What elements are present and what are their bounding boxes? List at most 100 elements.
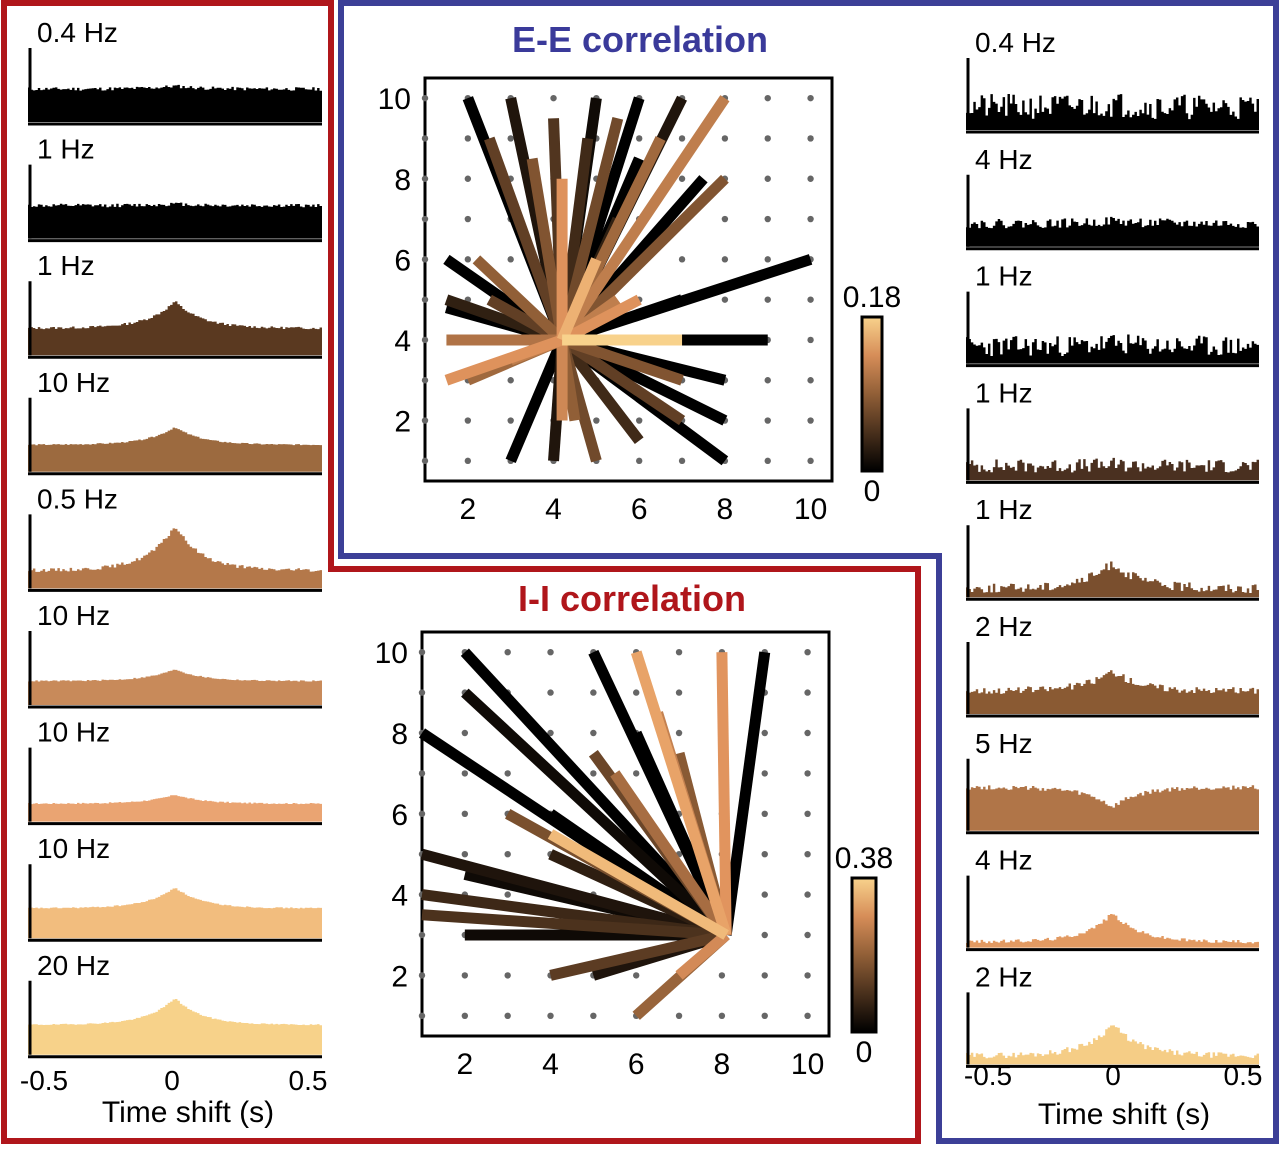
ii-grid-dot xyxy=(418,770,426,777)
ii-ytick-label: 8 xyxy=(391,718,408,751)
ee-ytick-label: 2 xyxy=(394,406,411,439)
ee-ytick-label: 6 xyxy=(394,244,411,277)
ee-colorbar-min-label: 0 xyxy=(864,475,881,508)
ii-grid-dot xyxy=(418,931,426,939)
right-xtick-pos: 0.5 xyxy=(1224,1060,1263,1091)
ee-xtick-label: 2 xyxy=(459,493,476,526)
inhibitory-frame xyxy=(1,0,921,1144)
ee-grid-dot xyxy=(421,296,429,303)
left-histogram-rate-label: 1 Hz xyxy=(37,250,95,281)
ii-grid-dot xyxy=(461,851,469,858)
ii-grid-dot xyxy=(418,649,426,656)
ii-grid-dot xyxy=(547,1012,554,1019)
ee-grid-dot xyxy=(678,175,686,182)
ii-edge xyxy=(461,688,730,940)
ii-grid-dot xyxy=(761,770,768,777)
ee-correlation-title: E-E correlation xyxy=(512,19,768,60)
ee-grid-dot xyxy=(807,336,814,344)
left-histogram-6 xyxy=(28,669,322,705)
ii-edge xyxy=(630,650,732,937)
ee-edge xyxy=(472,255,566,344)
ii-colorbar-min-label: 0 xyxy=(856,1036,873,1069)
ii-grid-dot xyxy=(590,1012,597,1019)
ii-grid-dot xyxy=(504,1012,511,1019)
ii-grid-dot xyxy=(761,931,768,939)
ee-grid-dot xyxy=(807,135,814,142)
ii-grid-dot xyxy=(633,972,640,979)
right-histogram-4 xyxy=(966,457,1259,481)
ee-grid-dot xyxy=(593,417,600,424)
ee-grid-dot xyxy=(507,417,514,424)
ee-grid-dot xyxy=(421,457,429,465)
ee-grid-dot xyxy=(421,417,429,424)
ee-edge xyxy=(505,337,568,464)
ee-grid-dot xyxy=(764,377,771,384)
ee-grid-dot xyxy=(678,135,686,142)
excitatory-frame xyxy=(338,0,1279,1144)
ii-edge xyxy=(549,929,728,981)
ee-grid-dot xyxy=(421,377,429,384)
ii-ytick-label: 2 xyxy=(391,960,408,993)
ii-xtick-label: 2 xyxy=(456,1048,473,1081)
right-histogram-1 xyxy=(966,94,1259,130)
ii-xtick-label: 6 xyxy=(628,1048,645,1081)
left-histogram-rate-label: 1 Hz xyxy=(37,134,95,165)
left-histogram-2 xyxy=(28,202,322,239)
ii-grid-dot xyxy=(675,689,683,696)
ii-ytick-label: 4 xyxy=(391,880,408,913)
ee-edge xyxy=(558,174,729,344)
ee-grid-dot xyxy=(464,175,472,182)
ii-grid-dot xyxy=(504,649,511,656)
ii-grid-dot xyxy=(461,1012,469,1019)
ii-edge xyxy=(716,652,732,936)
ee-grid-dot xyxy=(764,296,771,303)
ee-grid-dot xyxy=(721,256,729,263)
right-histogram-9 xyxy=(966,1025,1259,1065)
ii-grid-dot xyxy=(461,972,469,979)
right-histogram-6 xyxy=(966,670,1259,714)
ii-grid-dot xyxy=(590,770,597,777)
ee-grid-dot xyxy=(507,377,514,384)
ee-grid-dot xyxy=(764,215,771,223)
ee-network-plot: 2 4 6 8 10 2 4 6 8 10 0.18 0 xyxy=(378,76,901,526)
ee-edge xyxy=(556,116,624,342)
ee-grid-dot xyxy=(464,215,472,223)
ii-grid-dot xyxy=(418,972,426,979)
ee-grid-dot xyxy=(421,94,429,102)
ee-grid-dot xyxy=(807,94,814,102)
right-histogram-rate-label: 4 Hz xyxy=(975,845,1033,876)
ii-edge xyxy=(610,770,731,939)
ee-grid-dot xyxy=(636,135,643,142)
right-xtick-neg: -0.5 xyxy=(964,1060,1012,1091)
ii-grid-dot xyxy=(804,931,811,939)
right-histogram-rate-label: 1 Hz xyxy=(975,494,1033,525)
ee-grid-dot xyxy=(807,175,814,182)
ii-colorbar xyxy=(850,876,878,1034)
ee-edge xyxy=(444,334,564,386)
ee-edge xyxy=(557,336,644,445)
ii-grid-dot xyxy=(761,1012,768,1019)
right-histogram-rate-label: 1 Hz xyxy=(975,261,1033,292)
ee-edge xyxy=(484,136,568,342)
ii-ytick-label: 10 xyxy=(375,637,408,670)
ee-colorbar xyxy=(860,315,884,473)
ii-grid-dot xyxy=(804,851,811,858)
right-histogram-7 xyxy=(966,785,1259,831)
ii-grid-dot xyxy=(675,649,683,656)
ee-edge xyxy=(557,95,730,344)
ee-edge xyxy=(559,294,642,345)
ee-ytick-label: 10 xyxy=(378,83,411,116)
ee-grid-dot xyxy=(764,417,771,424)
left-histogram-7 xyxy=(28,795,322,822)
left-histogram-rate-label: 0.4 Hz xyxy=(37,17,118,48)
ii-grid-dot xyxy=(547,689,554,696)
right-histogram-rate-label: 2 Hz xyxy=(975,611,1033,642)
ii-colorbar-max-label: 0.38 xyxy=(835,842,893,875)
ii-grid-dot xyxy=(547,649,554,656)
ee-edge xyxy=(557,257,602,343)
right-histogram-rate-label: 1 Hz xyxy=(975,377,1033,408)
ee-xtick-label: 8 xyxy=(717,493,734,526)
ii-grid-dot xyxy=(804,770,811,777)
ee-grid-dot xyxy=(636,417,643,424)
ii-grid-dot xyxy=(590,729,597,737)
